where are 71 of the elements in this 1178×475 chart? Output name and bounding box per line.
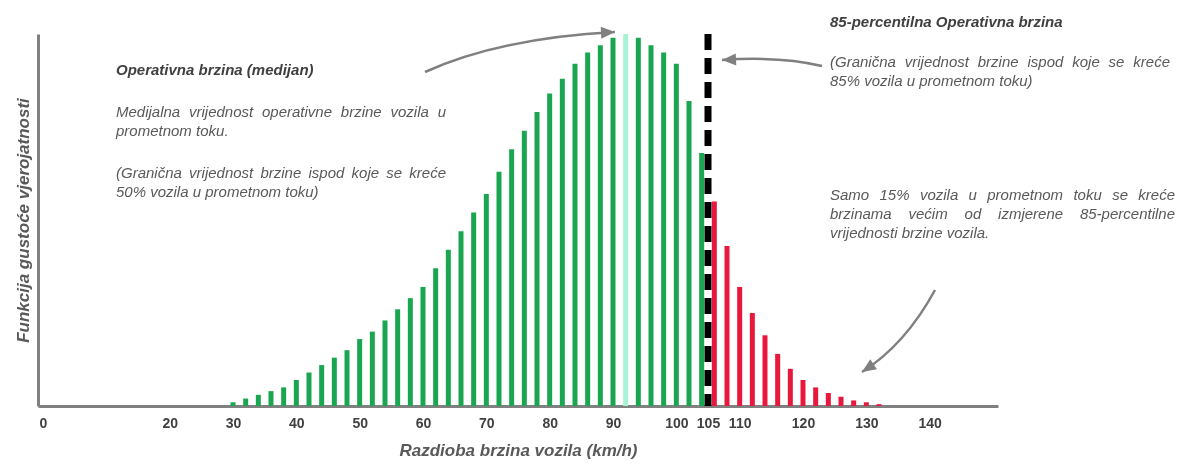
bar bbox=[800, 379, 806, 406]
bar bbox=[762, 335, 768, 406]
bar bbox=[686, 100, 692, 406]
bar bbox=[458, 231, 464, 406]
annotation: (Granična vrijednost brzine ispod koje se kreće 50% vozila u prometnom toku) bbox=[116, 163, 446, 201]
bar bbox=[623, 34, 629, 406]
annotation: Medijalna vrijednost operativne brzine vozila u prometnom toku. bbox=[116, 102, 446, 140]
annotation: Operativna brzina (medijan) bbox=[116, 60, 315, 79]
bar bbox=[483, 193, 489, 406]
bar bbox=[534, 112, 540, 406]
bar bbox=[382, 320, 388, 406]
bar bbox=[230, 402, 236, 406]
bar bbox=[471, 212, 477, 406]
bar bbox=[838, 396, 844, 406]
bar bbox=[724, 246, 730, 406]
bar bbox=[635, 37, 641, 406]
text: 85-percentilna Operativna brzina bbox=[830, 12, 1064, 31]
bar bbox=[255, 394, 261, 406]
bar bbox=[521, 130, 527, 406]
bar bbox=[547, 93, 553, 406]
x-tick-label: 105 bbox=[696, 414, 721, 431]
bar bbox=[813, 387, 819, 406]
bar bbox=[369, 331, 375, 406]
bar bbox=[319, 365, 325, 406]
bar bbox=[445, 249, 451, 406]
x-tick-label: 0 bbox=[39, 414, 48, 431]
x-tick-label: 50 bbox=[352, 414, 369, 431]
bar bbox=[737, 286, 743, 406]
x-tick-label: 120 bbox=[791, 414, 816, 431]
bar bbox=[673, 63, 679, 406]
x-axis-title: Razdioba brzina vozila (km/h) bbox=[399, 440, 638, 460]
bar bbox=[775, 353, 781, 406]
bar bbox=[496, 171, 502, 406]
bar bbox=[344, 350, 350, 406]
x-tick-label: 90 bbox=[605, 414, 622, 431]
x-tick-label: 40 bbox=[289, 414, 305, 431]
bar bbox=[268, 391, 274, 406]
x-tick-label: 100 bbox=[665, 414, 689, 431]
annotation: Samo 15% vozila u prometnom toku se kreće brzinama većim od izmjerene 85-percentilne vrijednosti brzine vozila. bbox=[830, 185, 1175, 242]
x-tick-label: 130 bbox=[855, 414, 879, 431]
bar bbox=[559, 78, 565, 406]
bar bbox=[787, 368, 793, 406]
bar bbox=[395, 309, 401, 406]
bar bbox=[572, 63, 578, 406]
bar bbox=[825, 392, 831, 406]
bar bbox=[585, 52, 591, 406]
bar bbox=[863, 402, 869, 406]
bar bbox=[306, 372, 312, 406]
bar bbox=[433, 268, 439, 406]
x-tick-label: 80 bbox=[542, 414, 559, 431]
x-tick-label: 70 bbox=[479, 414, 495, 431]
bar bbox=[407, 298, 413, 406]
x-tick-label: 30 bbox=[225, 414, 242, 431]
bar bbox=[597, 45, 603, 406]
bar bbox=[749, 313, 755, 406]
bar bbox=[243, 398, 249, 406]
bar bbox=[509, 149, 515, 406]
x-tick-label: 140 bbox=[918, 414, 943, 431]
bar bbox=[293, 379, 299, 406]
bar bbox=[420, 286, 426, 406]
bar bbox=[648, 45, 654, 406]
bar bbox=[851, 400, 857, 406]
bar bbox=[357, 339, 363, 406]
bar bbox=[661, 52, 667, 406]
y-axis-title: Funkcija gustoće vjerojatnosti bbox=[13, 96, 33, 343]
x-tick-label: 110 bbox=[728, 414, 752, 431]
x-tick-label: 60 bbox=[415, 414, 432, 431]
x-tick-label: 20 bbox=[162, 414, 179, 431]
bar bbox=[331, 357, 337, 406]
bar bbox=[281, 387, 287, 406]
annotation: (Granična vrijednost brzine ispod koje se kreće 85% vozila u prometnom toku) bbox=[830, 52, 1170, 90]
